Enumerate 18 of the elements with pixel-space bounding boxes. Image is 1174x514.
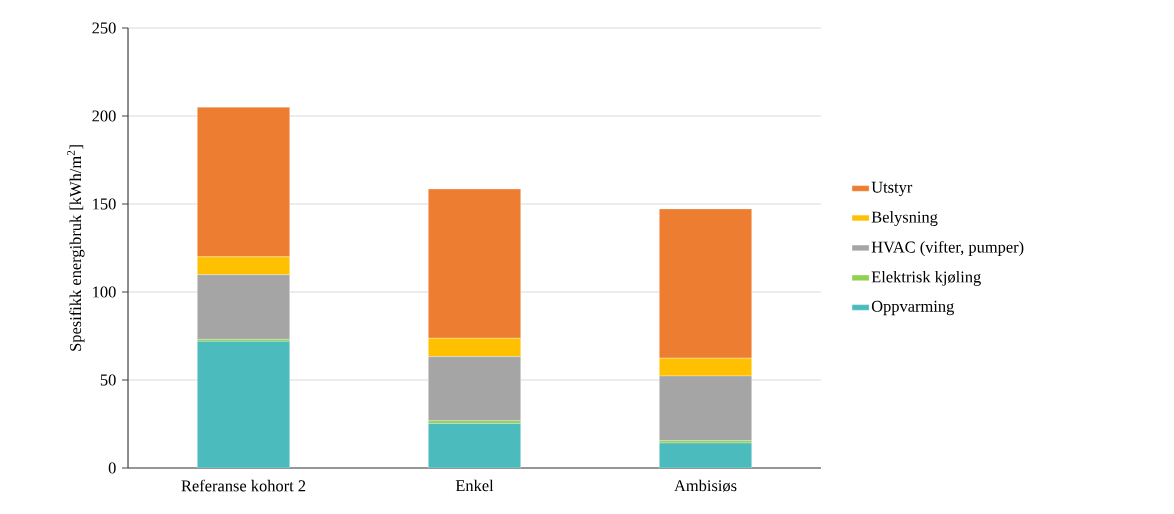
y-tick-label: 50 bbox=[100, 374, 116, 386]
x-tick-label: Ambisiøs bbox=[674, 479, 737, 492]
legend-label: Oppvarming bbox=[871, 300, 954, 316]
bar bbox=[428, 423, 521, 468]
x-tick-label: Referanse kohort 2 bbox=[181, 479, 306, 492]
legend-label: Utstyr bbox=[871, 181, 913, 197]
y-tick-label: 0 bbox=[108, 462, 116, 474]
bar bbox=[659, 442, 752, 468]
legend-label: HVAC (vifter, pumper) bbox=[871, 240, 1024, 256]
y-tick-label: 150 bbox=[93, 198, 116, 210]
y-tick-label: 250 bbox=[92, 22, 116, 34]
y-tick-label: 200 bbox=[92, 110, 116, 122]
x-tick-label: Enkel bbox=[455, 479, 494, 492]
legend-label: Elektrisk kjøling bbox=[871, 270, 981, 286]
bar bbox=[197, 341, 290, 468]
y-tick-label: 100 bbox=[93, 286, 116, 298]
y-axis-title: Spesifikk energibruk [kWh/m$^{2}$] bbox=[67, 145, 85, 351]
legend-label: Belysning bbox=[871, 211, 938, 226]
